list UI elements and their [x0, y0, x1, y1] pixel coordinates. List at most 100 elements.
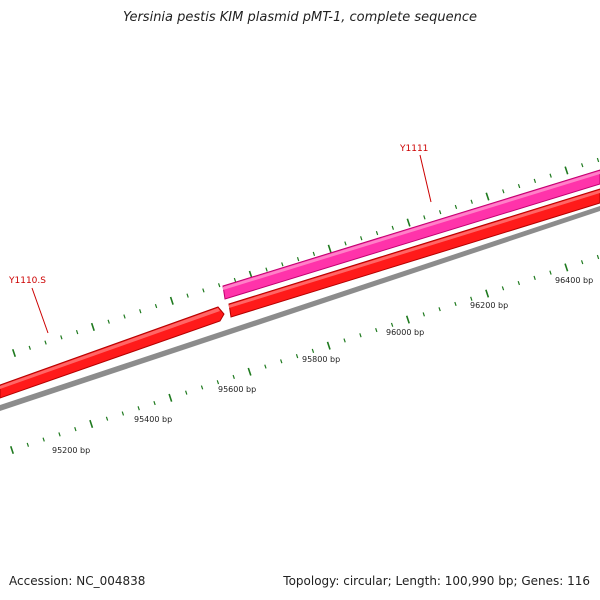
scale-tick — [202, 288, 205, 293]
scale-tick — [375, 230, 379, 236]
scale-tick — [44, 340, 47, 345]
scale-tick — [74, 427, 77, 432]
scale-label: 96200 bp — [470, 301, 508, 310]
inner-tick-row — [9, 254, 600, 455]
scale-tick — [517, 280, 521, 286]
scale-tick — [470, 296, 473, 301]
scale-tick — [375, 327, 378, 333]
scale-tick — [326, 341, 331, 350]
scale-tick — [391, 225, 395, 230]
scale-tick — [502, 189, 505, 194]
scale-tick — [485, 192, 490, 201]
scale-tick — [60, 335, 63, 340]
scale-tick — [517, 183, 521, 189]
scale-tick — [312, 251, 316, 256]
scale-tick — [390, 322, 394, 327]
gene-unlabeled-reverse[interactable] — [228, 188, 600, 318]
scale-tick — [153, 400, 156, 406]
scale-tick — [533, 178, 537, 183]
scale-tick — [454, 204, 458, 210]
scale-tick — [564, 263, 569, 272]
gene-y1110s[interactable] — [0, 306, 225, 399]
scale-tick — [485, 289, 490, 298]
scale-tick — [107, 319, 110, 324]
scale-tick — [168, 393, 173, 402]
scale-labels: 95200 bp 95400 bp 95600 bp 95800 bp 9600… — [52, 276, 593, 455]
scale-tick — [90, 322, 95, 331]
scale-tick — [344, 241, 347, 246]
scale-tick — [265, 267, 268, 272]
accession-label: Accession: NC_004838 — [9, 574, 146, 588]
label-leader-y1111 — [419, 154, 432, 203]
gene-arrow-highlight — [229, 190, 600, 308]
scale-tick — [217, 283, 221, 288]
scale-tick — [501, 286, 505, 291]
scale-tick — [11, 348, 17, 358]
scale-tick — [75, 330, 79, 335]
scale-tick — [216, 380, 220, 385]
scale-tick — [533, 275, 536, 280]
scale-tick — [470, 199, 473, 204]
scale-tick — [186, 293, 189, 298]
map-title: Yersinia pestis KIM plasmid pMT-1, compl… — [122, 10, 478, 25]
scale-tick — [596, 254, 600, 260]
scale-tick — [405, 315, 410, 324]
scale-tick — [549, 173, 552, 178]
scale-tick — [26, 442, 30, 447]
scale-tick — [123, 314, 126, 319]
scale-tick — [327, 244, 332, 253]
scale-label: 95800 bp — [302, 355, 340, 364]
gene-arrow-highlight — [223, 171, 600, 290]
scale-tick — [185, 390, 188, 395]
scale-tick — [139, 309, 142, 314]
scale-tick — [28, 345, 31, 350]
scale-tick — [232, 374, 235, 380]
scale-tick — [200, 385, 204, 390]
scale-tick — [422, 312, 425, 317]
scale-tick — [42, 437, 45, 442]
gene-arrow-y1110s[interactable] — [0, 306, 225, 399]
scale-tick — [296, 257, 300, 262]
scale-tick — [359, 333, 362, 338]
scale-tick — [311, 348, 315, 353]
scale-tick — [581, 163, 584, 168]
scale-tick — [343, 338, 346, 343]
gene-label-y1110s[interactable]: Y1110.S — [8, 276, 46, 286]
scale-tick — [89, 419, 94, 428]
scale-label: 96400 bp — [555, 276, 593, 285]
scale-tick — [121, 411, 125, 416]
gene-label-y1111[interactable]: Y1111 — [399, 144, 428, 154]
scale-tick — [280, 359, 283, 364]
scale-label: 96000 bp — [386, 328, 424, 337]
gene-arrow-highlight — [0, 308, 220, 389]
scale-tick — [247, 367, 252, 376]
scale-tick — [423, 215, 426, 220]
scale-tick — [137, 406, 140, 411]
scale-tick — [169, 296, 174, 305]
scale-tick — [580, 260, 584, 265]
scale-tick — [9, 445, 15, 455]
scale-tick — [454, 301, 457, 307]
gene-y1111[interactable] — [222, 169, 600, 300]
label-leader-y1110s — [31, 287, 49, 334]
scale-tick — [281, 262, 284, 267]
backbone-line — [0, 206, 600, 411]
scale-tick — [438, 307, 441, 312]
scale-tick — [360, 236, 363, 241]
scale-label: 95600 bp — [218, 385, 256, 394]
scale-tick — [233, 277, 237, 283]
scale-tick — [58, 432, 61, 437]
scale-tick — [154, 303, 158, 309]
scale-tick — [264, 364, 267, 369]
scale-label: 95400 bp — [134, 415, 172, 424]
scale-tick — [295, 354, 299, 359]
scale-tick — [406, 218, 411, 227]
scale-label: 95200 bp — [52, 446, 90, 455]
sequence-stats: Topology: circular; Length: 100,990 bp; … — [283, 574, 590, 588]
outer-tick-row — [11, 157, 600, 358]
scale-tick — [549, 270, 552, 275]
scale-tick — [438, 210, 442, 215]
scale-tick — [105, 416, 109, 421]
scale-tick — [596, 157, 600, 163]
